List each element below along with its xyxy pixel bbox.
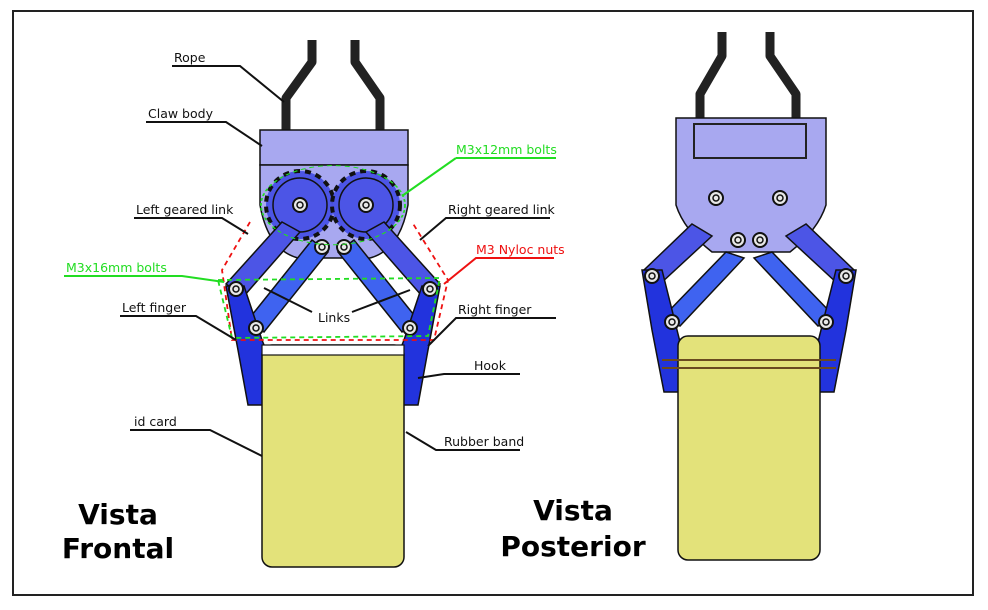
label-id-card: id card (134, 414, 177, 429)
back-right-link (752, 251, 836, 327)
label-right-geared-link: Right geared link (448, 202, 556, 217)
back-rope-slot (693, 123, 807, 159)
back-left-finger (641, 269, 683, 393)
label-left-finger: Left finger (122, 300, 187, 315)
rope-right (350, 40, 385, 130)
label-claw-body: Claw body (148, 106, 214, 121)
claw-body (259, 129, 409, 166)
label-right-finger: Right finger (458, 302, 532, 317)
diagram-frame (12, 10, 974, 596)
label-hook: Hook (474, 358, 507, 373)
nyloc-outline (221, 221, 449, 341)
back-title-line1: Vista (533, 494, 613, 527)
back-view: Vista Posterior (500, 32, 857, 563)
label-m3x12-bolts: M3x12mm bolts (456, 142, 557, 157)
label-links: Links (318, 310, 350, 325)
label-left-geared-link: Left geared link (136, 202, 234, 217)
rope-left (281, 40, 317, 130)
label-rope: Rope (174, 50, 206, 65)
front-id-card (261, 344, 405, 568)
back-claw-body (675, 117, 827, 253)
back-right-finger (815, 269, 857, 393)
label-m3x16-bolts: M3x16mm bolts (66, 260, 167, 275)
front-card-top (261, 344, 405, 356)
front-title-line2: Frontal (62, 532, 174, 565)
right-gear (330, 169, 402, 241)
front-title-line1: Vista (78, 498, 158, 531)
bolts16-outline (216, 277, 442, 339)
label-rubber-band: Rubber band (444, 434, 524, 449)
front-view: Rope Claw body M3x12mm bolts Left geared… (62, 40, 565, 568)
back-id-card (677, 335, 821, 561)
back-title-line2: Posterior (500, 530, 645, 563)
back-left-link (662, 251, 746, 327)
label-m3-nyloc-nuts: M3 Nyloc nuts (476, 242, 565, 257)
